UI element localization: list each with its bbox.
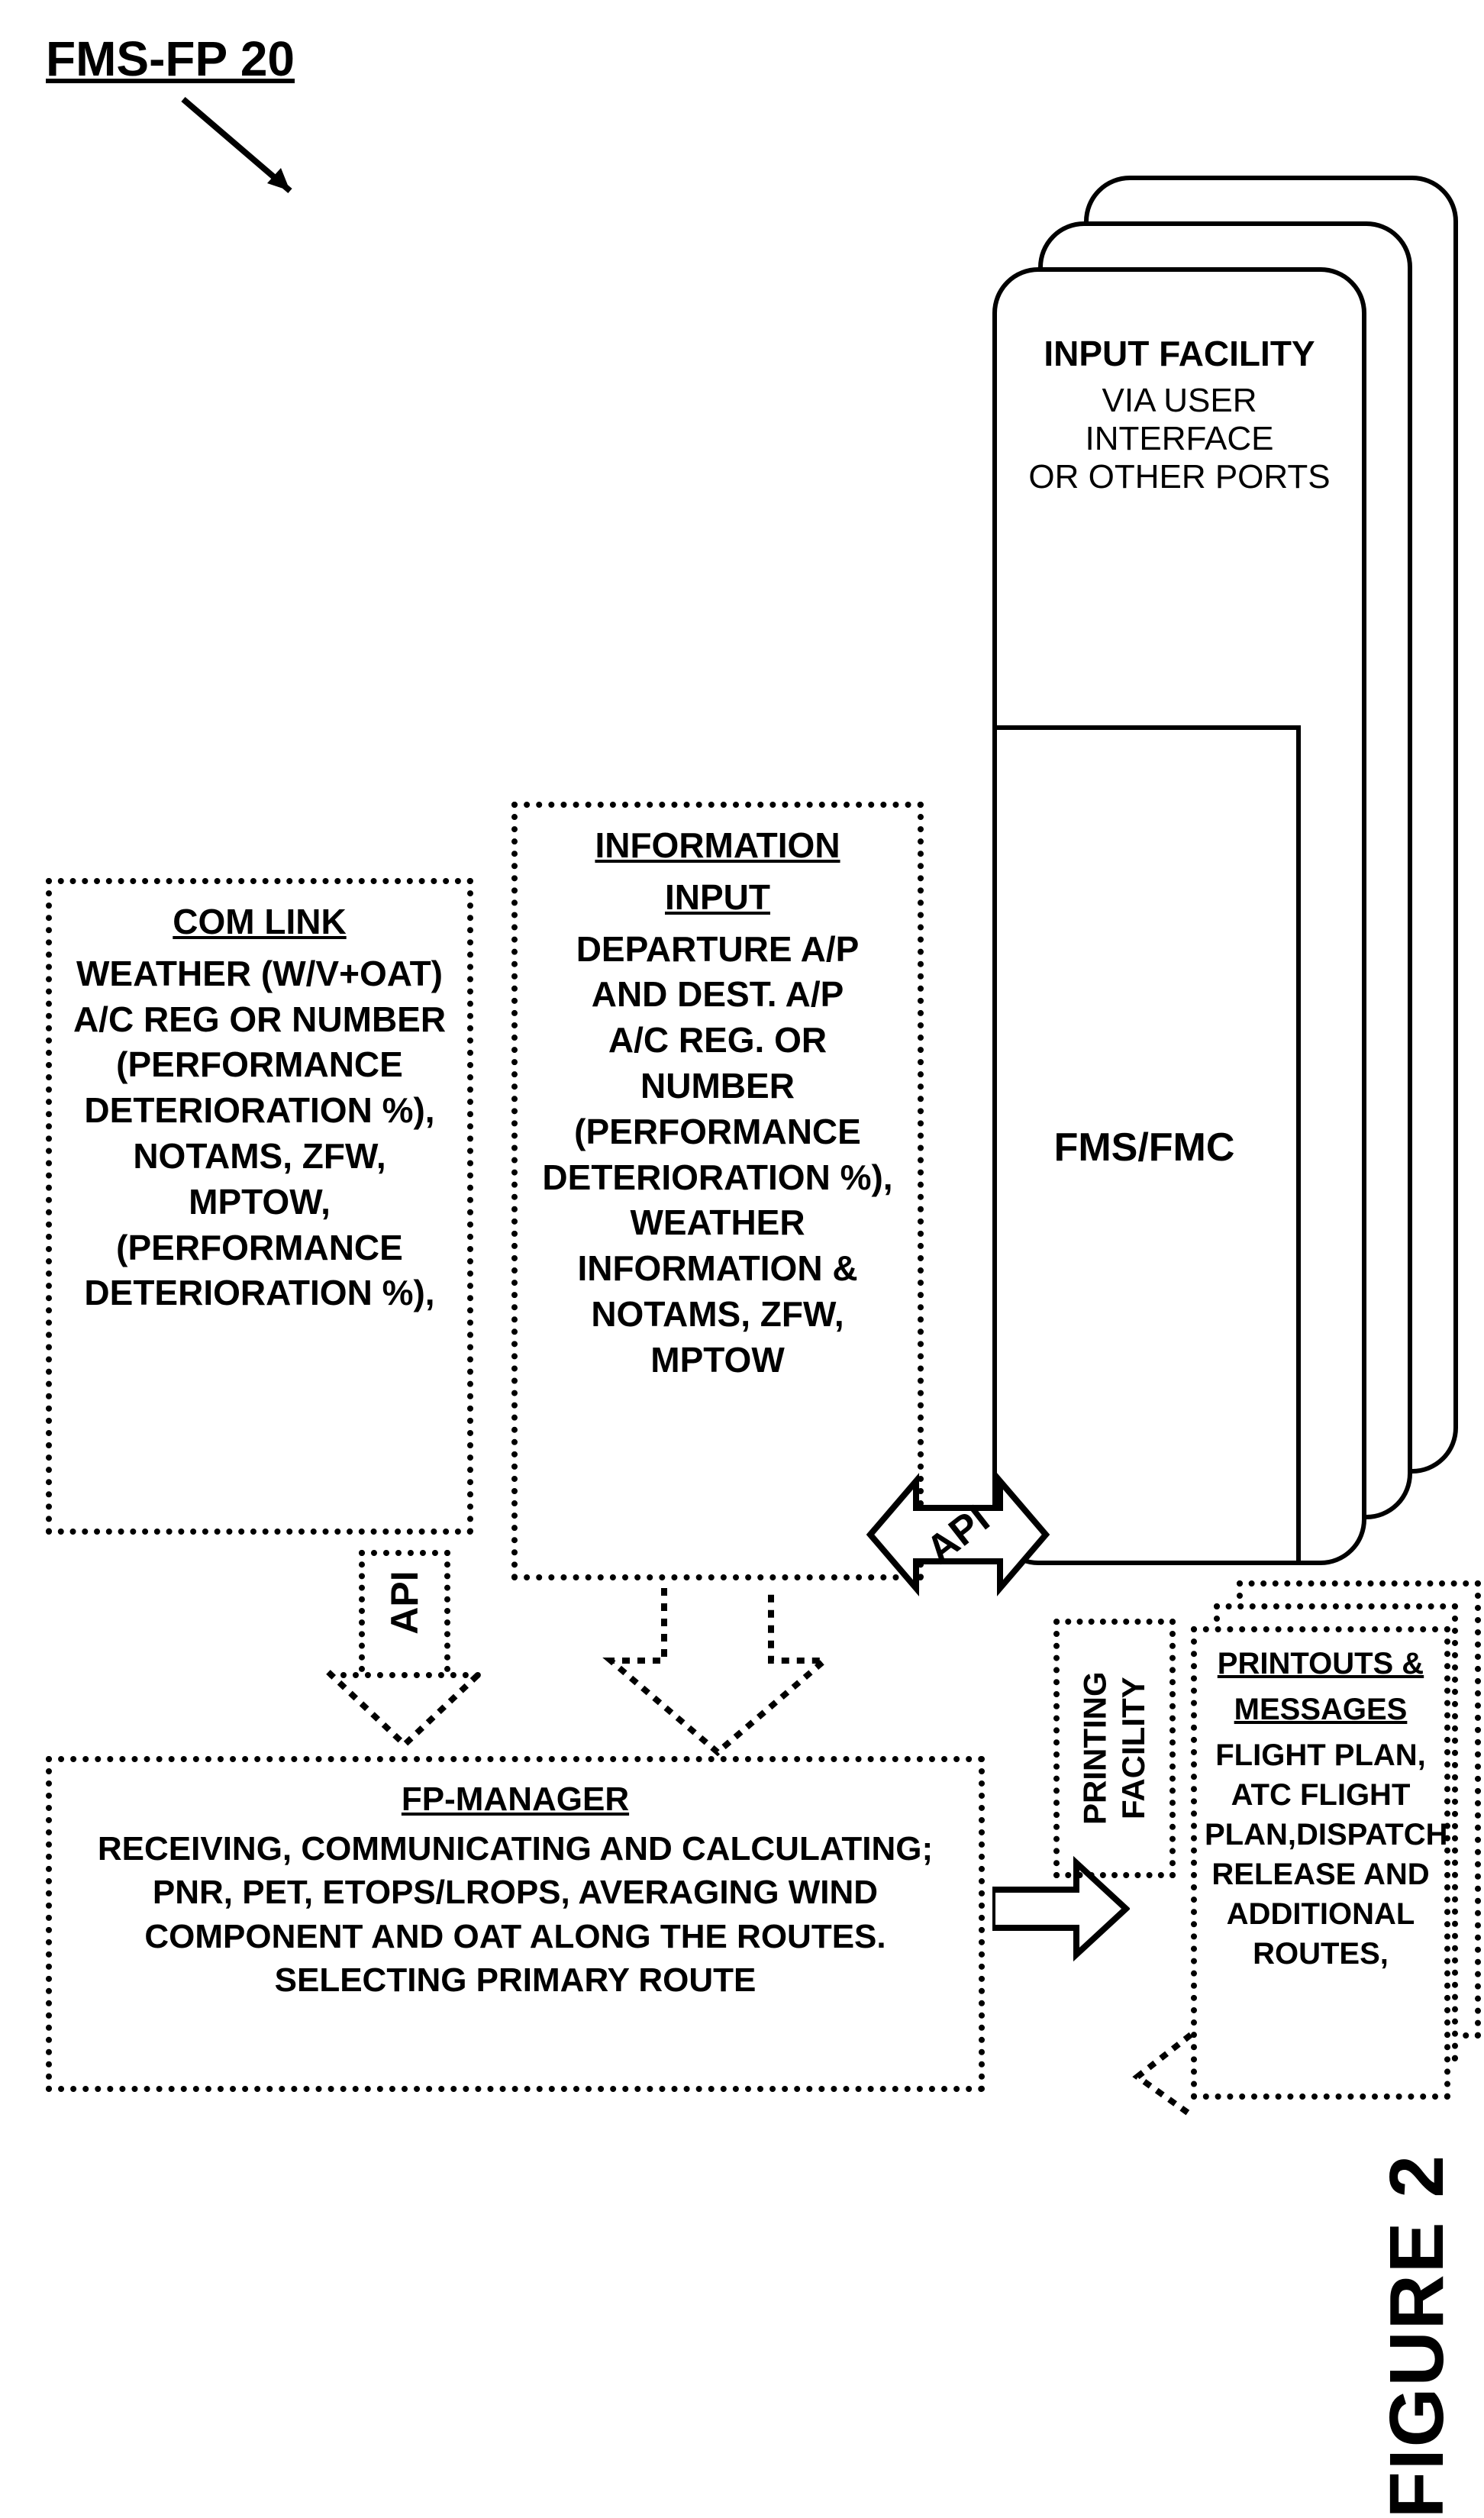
fp-manager-body: RECEIVING, COMMUNICATING AND CALCULATING… [98, 1830, 933, 1999]
input-facility-body: VIA USER INTERFACE OR OTHER PORTS [997, 382, 1362, 496]
printouts-notch [1130, 2031, 1237, 2123]
printouts-heading: PRINTOUTS & [1205, 1644, 1437, 1684]
figure-label: FIGURE 2 [1373, 2154, 1461, 2518]
printouts-heading2: MESSAGES [1205, 1690, 1437, 1729]
card-front: INPUT FACILITY VIA USER INTERFACE OR OTH… [992, 267, 1366, 1565]
printing-facility-box: PRINTING FACILITY [1053, 1619, 1176, 1878]
com-link-box: COM LINK WEATHER (W/V+OAT) A/C REG OR NU… [46, 878, 473, 1535]
com-link-body: WEATHER (W/V+OAT) A/C REG OR NUMBER (PER… [73, 954, 446, 1313]
printouts-body: FLIGHT PLAN, ATC FLIGHT PLAN,DISPATCH RE… [1205, 1738, 1448, 1971]
api-arrow-1: API [305, 1550, 504, 1748]
printouts-front: PRINTOUTS & MESSAGES FLIGHT PLAN, ATC FL… [1191, 1626, 1450, 2100]
api-arrow-2: API [863, 1435, 1053, 1634]
info-heading1: INFORMATION [533, 823, 902, 869]
input-facility-heading: INPUT FACILITY [997, 333, 1362, 374]
info-input-box: INFORMATION INPUT DEPARTURE A/P AND DEST… [511, 802, 924, 1580]
title-arrow [168, 92, 321, 214]
title-label: FMS-FP 20 [46, 31, 295, 87]
com-link-heading: COM LINK [67, 899, 452, 945]
api-label-1: API [382, 1503, 427, 1702]
fms-fmc-label: FMS/FMC [1054, 1125, 1235, 1170]
fp-manager-heading: FP-MANAGER [67, 1777, 963, 1821]
info-heading2: INPUT [533, 875, 902, 921]
info-body: DEPARTURE A/P AND DEST. A/P A/C REG. OR … [542, 929, 892, 1380]
printing-facility-label: PRINTING FACILITY [1076, 1672, 1153, 1826]
fp-manager-box: FP-MANAGER RECEIVING, COMMUNICATING AND … [46, 1756, 985, 2092]
info-down-arrow [595, 1584, 840, 1760]
